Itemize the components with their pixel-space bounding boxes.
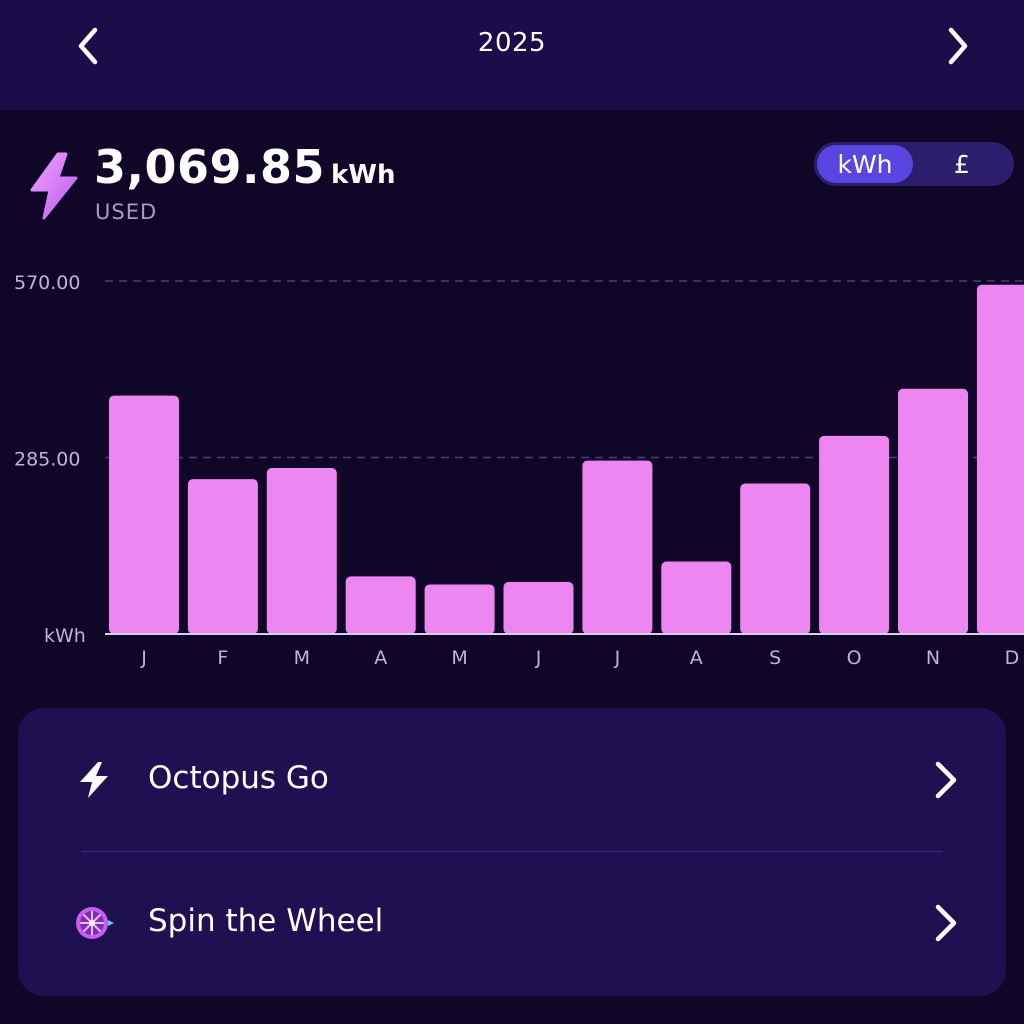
unit-toggle: kWh £ (814, 142, 1014, 186)
x-tick-label: N (926, 647, 940, 669)
total-usage-value: 3,069.85 (94, 140, 325, 194)
spin-the-wheel-link[interactable]: Spin the Wheel (18, 863, 1006, 983)
x-tick-label: M (451, 647, 467, 669)
bar-10[interactable] (898, 388, 968, 634)
header: 2025 (0, 0, 1024, 110)
x-tick-label: A (374, 647, 387, 669)
links-card: Octopus Go Spin the Wheel (18, 708, 1006, 996)
x-tick-label: S (769, 647, 781, 669)
bar-1[interactable] (187, 479, 258, 634)
octopus-go-link[interactable]: Octopus Go (18, 720, 1006, 840)
x-tick-label: D (1005, 647, 1020, 669)
octopus-go-label: Octopus Go (148, 760, 329, 796)
bar-4[interactable] (424, 584, 495, 634)
total-usage-unit: kWh (331, 160, 396, 190)
x-tick-label: A (690, 647, 703, 669)
lightning-bolt-icon (30, 152, 78, 220)
bar-11[interactable] (976, 284, 1024, 634)
year-label: 2025 (477, 28, 547, 58)
chevron-left-icon (78, 27, 98, 65)
y-tick-label: 570.00 (14, 272, 80, 294)
chevron-right-icon (935, 904, 957, 942)
bar-3[interactable] (345, 576, 416, 634)
monthly-usage-chart: 570.00 285.00 kWh J F M A M J J A S O N D (14, 272, 1024, 669)
wheel-icon (76, 907, 114, 939)
y-axis-unit-label: kWh (44, 625, 86, 647)
x-tick-label: M (294, 647, 310, 669)
bar-2[interactable] (266, 468, 337, 634)
toggle-pounds-option[interactable]: £ (954, 149, 970, 179)
previous-year-button[interactable] (64, 22, 112, 70)
bar-5[interactable] (503, 581, 574, 634)
lightning-bolt-icon (80, 762, 108, 798)
used-label: USED (95, 200, 158, 224)
x-tick-label: J (535, 647, 542, 669)
chevron-right-icon (935, 761, 957, 799)
x-tick-label: F (217, 647, 228, 669)
bar-7[interactable] (661, 561, 732, 634)
toggle-kwh-option[interactable]: kWh (817, 145, 913, 183)
y-tick-label: 285.00 (14, 449, 80, 471)
bar-9[interactable] (819, 435, 890, 634)
bar-8[interactable] (740, 483, 811, 634)
bar-6[interactable] (582, 460, 653, 634)
bar-0[interactable] (109, 395, 179, 634)
total-usage: 3,069.85 kWh (94, 140, 395, 194)
spin-the-wheel-label: Spin the Wheel (148, 903, 384, 939)
next-year-button[interactable] (934, 22, 982, 70)
x-tick-label: O (847, 647, 862, 669)
divider (82, 851, 942, 852)
chevron-right-icon (948, 27, 968, 65)
x-tick-label: J (140, 647, 147, 669)
x-tick-label: J (614, 647, 621, 669)
